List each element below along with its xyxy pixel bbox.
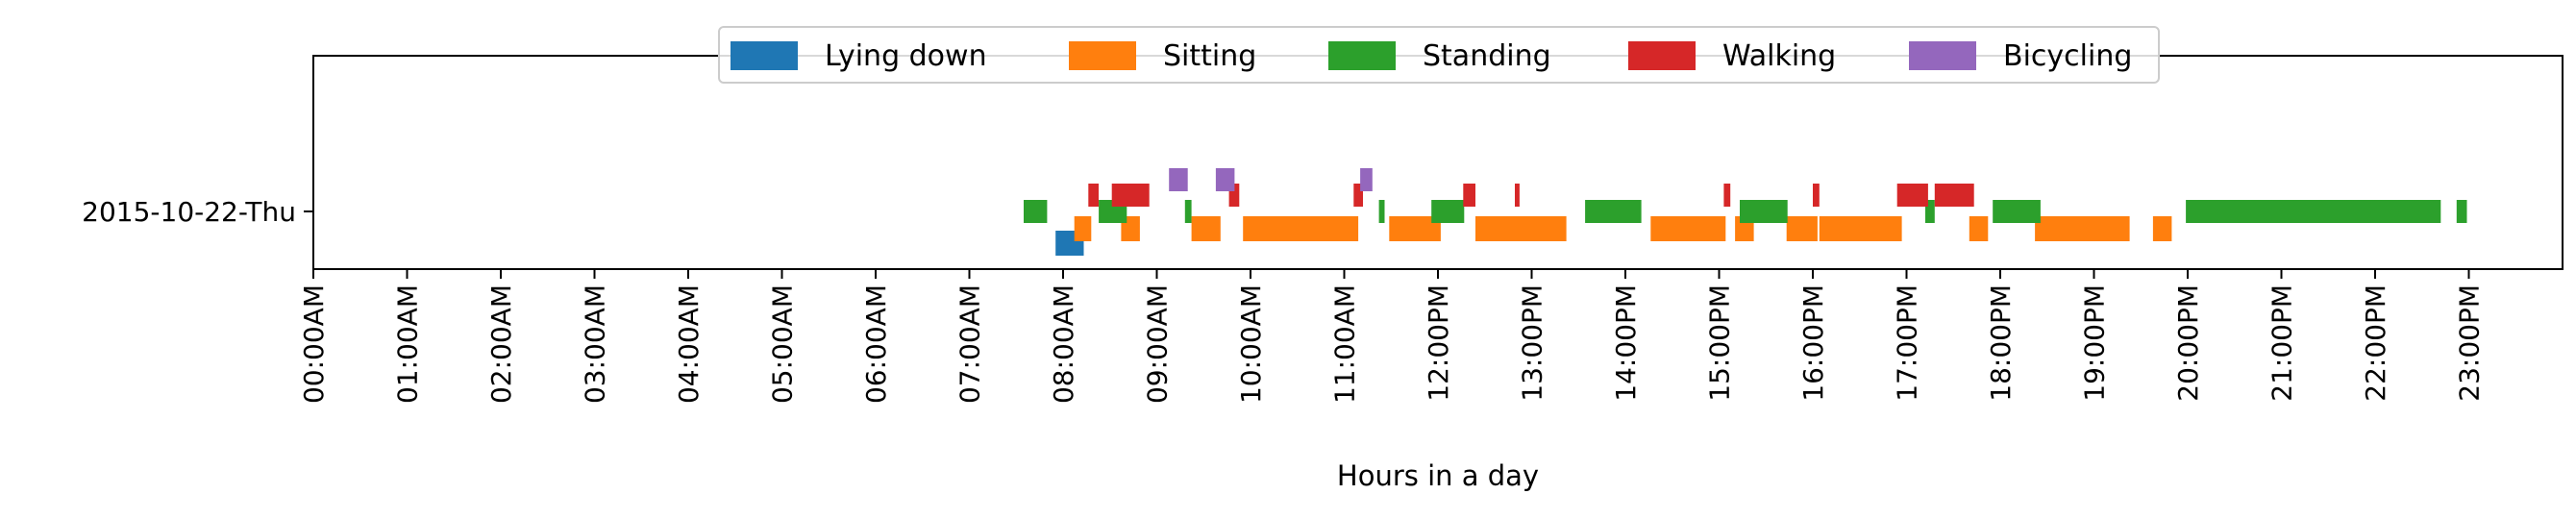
x-tick-label: 12:00PM — [1423, 284, 1454, 402]
bar-sitting-0 — [1074, 216, 1092, 241]
x-tick-label: 13:00PM — [1517, 284, 1548, 402]
bar-bicycling-0 — [1169, 168, 1188, 191]
bar-sitting-6 — [1650, 216, 1726, 241]
bar-walking-8 — [1896, 184, 1928, 207]
bar-walking-2 — [1228, 184, 1240, 207]
x-tick-label: 05:00AM — [767, 284, 799, 404]
x-tick-label: 16:00PM — [1797, 284, 1829, 402]
bar-standing-2 — [1184, 200, 1192, 223]
bar-standing-10 — [2456, 200, 2467, 223]
bar-standing-0 — [1024, 200, 1048, 223]
x-tick-label: 01:00AM — [392, 284, 424, 404]
legend-swatch-sitting — [1069, 41, 1136, 70]
x-tick-label: 08:00AM — [1048, 284, 1079, 404]
x-tick-label: 00:00AM — [298, 284, 330, 404]
x-tick-label: 19:00PM — [2079, 284, 2111, 402]
x-tick-label: 03:00AM — [580, 284, 611, 404]
bar-standing-7 — [1925, 200, 1935, 223]
legend-label-bicycling: Bicycling — [2003, 39, 2132, 73]
x-tick-label: 22:00PM — [2360, 284, 2391, 402]
legend: Lying down Sitting Standing Walking Bicyclin… — [718, 26, 2160, 84]
x-tick-label: 07:00AM — [954, 284, 986, 404]
bar-bicycling-1 — [1215, 168, 1235, 191]
bar-standing-6 — [1740, 200, 1788, 223]
bar-walking-4 — [1463, 184, 1475, 207]
bar-walking-3 — [1353, 184, 1363, 207]
y-axis: 2015-10-22-Thu — [82, 196, 313, 228]
x-tick-label: 17:00PM — [1892, 284, 1923, 402]
x-tick-label: 14:00PM — [1610, 284, 1642, 402]
x-tick-label: 23:00PM — [2454, 284, 2486, 402]
x-tick-label: 09:00AM — [1142, 284, 1174, 404]
bar-sitting-10 — [1969, 216, 1989, 241]
x-tick-label: 20:00PM — [2172, 284, 2204, 402]
x-tick-label: 06:00AM — [860, 284, 892, 404]
legend-label-walking: Walking — [1722, 39, 1836, 73]
bar-sitting-11 — [2035, 216, 2130, 241]
bar-sitting-12 — [2152, 216, 2172, 241]
legend-swatch-bicycling — [1909, 41, 1976, 70]
bar-standing-3 — [1378, 200, 1385, 223]
x-tick-label: 21:00PM — [2266, 284, 2298, 402]
x-tick-label: 10:00AM — [1235, 284, 1267, 404]
legend-label-sitting: Sitting — [1163, 39, 1256, 73]
bar-standing-5 — [1585, 200, 1642, 223]
legend-swatch-lying-down — [731, 41, 798, 70]
bar-standing-8 — [1993, 200, 2041, 223]
legend-label-standing: Standing — [1423, 39, 1551, 73]
bar-walking-6 — [1723, 184, 1731, 207]
x-tick-label: 18:00PM — [1985, 284, 2017, 402]
bar-bicycling-2 — [1360, 168, 1373, 191]
bar-standing-4 — [1431, 200, 1465, 223]
bar-sitting-8 — [1786, 216, 1818, 241]
bar-walking-5 — [1515, 184, 1520, 207]
bar-walking-0 — [1088, 184, 1099, 207]
bar-sitting-2 — [1191, 216, 1221, 241]
x-axis: 00:00AM 01:00AM 02:00AM 03:00AM 04:00AM 05:00… — [298, 269, 2486, 404]
bar-standing-9 — [2186, 200, 2441, 223]
x-tick-label: 04:00AM — [673, 284, 705, 404]
legend-label-lying-down: Lying down — [825, 39, 987, 73]
bar-walking-9 — [1934, 184, 1974, 207]
bar-sitting-9 — [1819, 216, 1902, 241]
x-axis-label: Hours in a day — [1337, 459, 1539, 492]
bar-sitting-5 — [1475, 216, 1567, 241]
y-tick-label: 2015-10-22-Thu — [82, 196, 296, 228]
x-tick-label: 11:00AM — [1329, 284, 1361, 404]
bar-walking-7 — [1813, 184, 1820, 207]
activity-bars — [1024, 168, 2467, 256]
bar-sitting-3 — [1243, 216, 1359, 241]
legend-swatch-standing — [1328, 41, 1396, 70]
bar-walking-1 — [1111, 184, 1150, 207]
x-tick-label: 02:00AM — [485, 284, 517, 404]
legend-swatch-walking — [1628, 41, 1696, 70]
x-tick-label: 15:00PM — [1704, 284, 1736, 402]
